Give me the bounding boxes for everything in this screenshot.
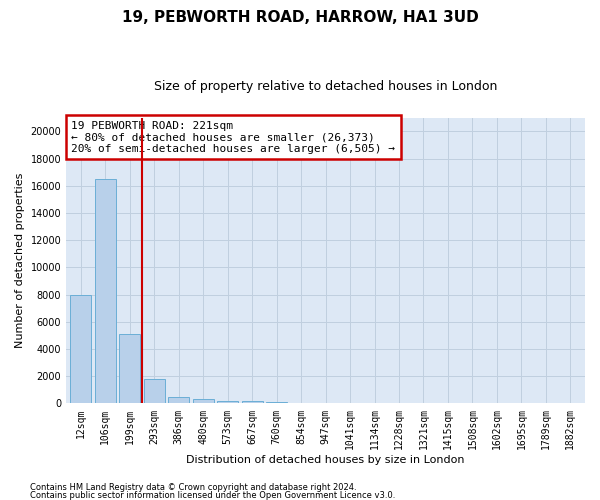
Text: Contains public sector information licensed under the Open Government Licence v3: Contains public sector information licen…	[30, 490, 395, 500]
Text: Contains HM Land Registry data © Crown copyright and database right 2024.: Contains HM Land Registry data © Crown c…	[30, 484, 356, 492]
Bar	[144, 379, 164, 404]
X-axis label: Distribution of detached houses by size in London: Distribution of detached houses by size …	[187, 455, 465, 465]
Text: 19, PEBWORTH ROAD, HARROW, HA1 3UD: 19, PEBWORTH ROAD, HARROW, HA1 3UD	[122, 10, 478, 25]
Text: 19 PEBWORTH ROAD: 221sqm
← 80% of detached houses are smaller (26,373)
20% of se: 19 PEBWORTH ROAD: 221sqm ← 80% of detach…	[71, 120, 395, 154]
Bar	[217, 400, 238, 404]
Bar	[95, 179, 116, 404]
Bar	[70, 294, 91, 404]
Bar	[291, 403, 311, 404]
Bar	[266, 402, 287, 404]
Bar	[242, 402, 263, 404]
Bar	[119, 334, 140, 404]
Bar	[193, 400, 214, 404]
Title: Size of property relative to detached houses in London: Size of property relative to detached ho…	[154, 80, 497, 93]
Y-axis label: Number of detached properties: Number of detached properties	[15, 173, 25, 348]
Bar	[169, 396, 189, 404]
